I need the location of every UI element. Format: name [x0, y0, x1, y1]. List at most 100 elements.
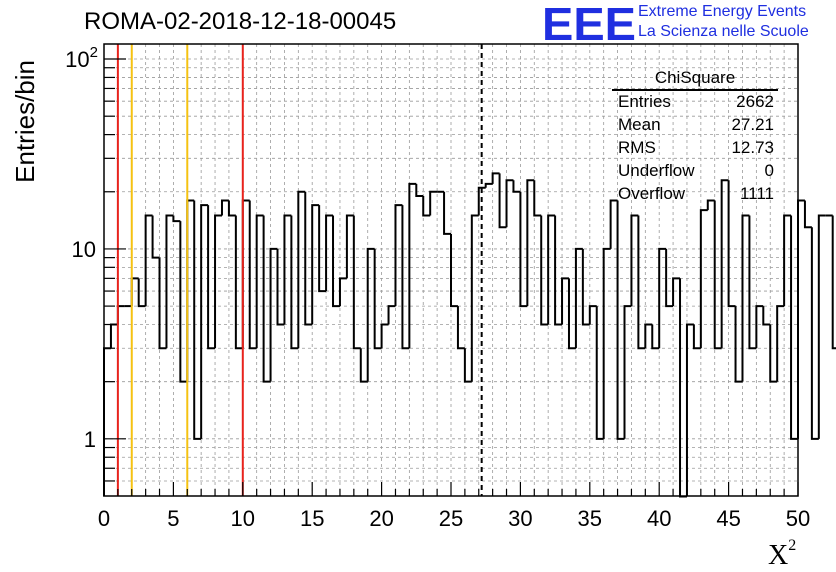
stats-label: RMS	[618, 138, 656, 157]
histogram-bin	[220, 199, 229, 216]
histogram-bin	[144, 214, 153, 307]
histogram-bin	[200, 204, 209, 439]
eee-logo-text: EEE	[542, 2, 636, 42]
histogram-bin	[533, 180, 542, 217]
x-tick-label: 0	[98, 506, 110, 531]
histogram-bin	[561, 277, 569, 325]
x-axis-label-exponent: 2	[788, 537, 796, 554]
stats-value: 0	[764, 161, 774, 180]
histogram-bin	[130, 277, 139, 307]
histogram-bin	[311, 204, 320, 325]
histogram-bin	[706, 199, 715, 211]
histogram-bin	[713, 200, 722, 350]
stats-row-mean: Mean 27.21	[618, 115, 774, 137]
histogram-bin	[519, 191, 528, 308]
x-tick-label: 50	[786, 506, 810, 531]
histogram-bin	[616, 200, 625, 440]
histogram-bin	[574, 247, 583, 349]
histogram-bin	[158, 257, 167, 350]
stats-value: 12.73	[731, 138, 774, 157]
x-tick-label: 45	[716, 506, 740, 531]
histogram-bin	[103, 347, 111, 497]
histogram-bin	[401, 205, 410, 350]
stats-divider	[612, 89, 778, 91]
histogram-bin	[234, 215, 243, 350]
histogram-bin	[477, 186, 486, 216]
x-axis-label-base: X	[768, 540, 788, 571]
histogram-bin	[810, 227, 819, 440]
histogram-bin	[748, 215, 757, 350]
histogram-bin	[602, 247, 611, 439]
histogram-bin	[359, 348, 368, 383]
histogram-bin	[338, 277, 347, 307]
stats-value: 27.21	[731, 115, 774, 134]
stats-label: Underflow	[618, 161, 695, 180]
x-tick-label: 30	[508, 506, 532, 531]
histogram-bin	[505, 179, 514, 228]
histogram-bin	[207, 205, 216, 350]
histogram-bin	[325, 214, 334, 292]
histogram-bin	[269, 247, 278, 382]
histogram-bin	[116, 305, 125, 325]
histogram-bin	[304, 191, 313, 326]
histogram-bin	[248, 200, 257, 350]
histogram-bin	[255, 214, 264, 349]
x-tick-label: 5	[167, 506, 179, 531]
histogram-bin	[227, 200, 236, 217]
x-tick-label: 40	[647, 506, 671, 531]
histogram-bin	[769, 324, 778, 383]
x-tick-label: 20	[369, 506, 393, 531]
stats-row-rms: RMS 12.73	[618, 138, 774, 160]
histogram-bin	[581, 248, 590, 326]
stats-value: 1111	[739, 184, 774, 203]
stats-row-overflow: Overflow 1111	[618, 184, 774, 206]
stats-label: Overflow	[618, 184, 686, 203]
y-axis-label: Entries/bin	[10, 60, 40, 183]
stats-box: ChiSquare Entries 2662 Mean 27.21 RMS 12…	[612, 64, 778, 204]
histogram-bin	[699, 209, 708, 349]
stats-label: Entries	[618, 92, 671, 111]
histogram-bin	[685, 323, 694, 497]
histogram-bin	[817, 214, 826, 439]
histogram-bin	[498, 173, 507, 229]
histogram-bin	[526, 179, 535, 307]
y-tick-label: 10	[72, 237, 96, 262]
histogram-bin	[762, 306, 771, 326]
histogram-bin	[408, 182, 417, 349]
histogram-bin	[547, 214, 556, 325]
histogram-bin	[214, 214, 222, 349]
histogram-bin	[262, 215, 271, 383]
histogram-bin	[179, 221, 188, 383]
histogram-bin	[380, 323, 389, 349]
histogram-bin	[776, 305, 785, 382]
x-tick-label: 15	[300, 506, 324, 531]
stats-row-entries: Entries 2662	[618, 92, 774, 114]
histogram-bin	[783, 214, 792, 307]
histogram-bin	[554, 215, 563, 326]
run-title: ROMA-02-2018-12-18-00045	[84, 8, 397, 35]
eee-logo: EEE	[542, 0, 636, 50]
logo-line-1: Extreme Energy Events	[638, 3, 807, 20]
histogram-bin	[415, 183, 424, 198]
histogram-bin	[297, 190, 306, 349]
histogram-bin	[595, 306, 604, 440]
histogram-bin	[797, 199, 805, 439]
histogram-bin	[470, 214, 479, 382]
histogram-bin	[443, 191, 451, 235]
histogram-bin	[193, 200, 202, 440]
histogram-bin	[151, 215, 160, 259]
grid-layer	[104, 44, 798, 496]
histogram-bin	[692, 324, 701, 350]
histogram-bin	[609, 199, 618, 249]
logo-line-2: La Scienza nelle Scuole	[638, 23, 809, 40]
histogram-bin	[803, 200, 812, 229]
stats-title: ChiSquare	[654, 68, 736, 87]
y-tick-label: 102	[65, 44, 98, 72]
histogram-bin	[755, 305, 764, 349]
histogram-bin	[290, 215, 299, 350]
histogram-bin	[567, 278, 576, 350]
marker-lines	[116, 44, 483, 496]
histogram-bin	[387, 305, 396, 325]
histogram-bin	[665, 248, 674, 308]
